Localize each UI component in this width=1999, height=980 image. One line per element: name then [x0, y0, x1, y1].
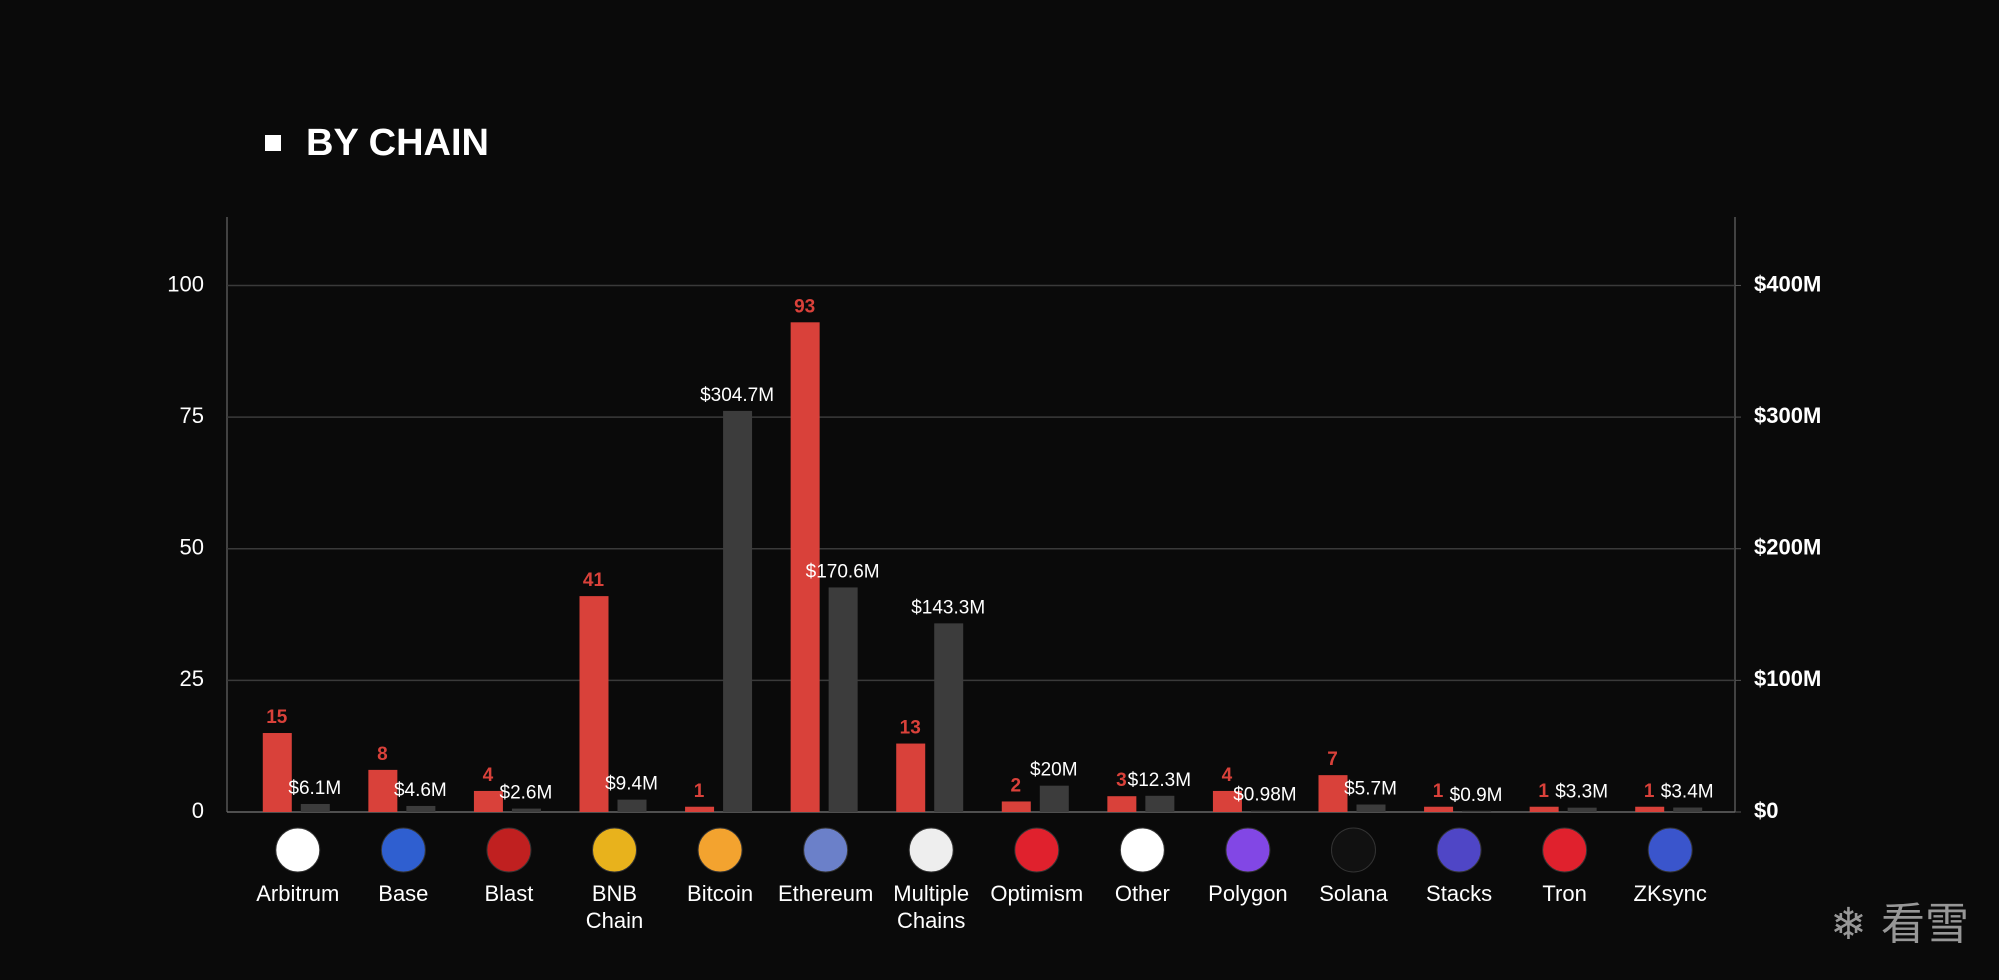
bar — [1039, 785, 1069, 812]
data-label: $20M — [1030, 760, 1078, 781]
bar — [723, 410, 753, 812]
data-label: $0.98M — [1233, 785, 1296, 806]
chain-icon — [1225, 827, 1271, 873]
data-label: 41 — [583, 570, 605, 591]
y-tick-label: 0 — [192, 798, 204, 823]
data-label: 8 — [377, 744, 388, 765]
chain-icon — [1119, 827, 1165, 873]
chain-icon — [1647, 827, 1693, 873]
x-tick-label: Solana — [1319, 881, 1388, 906]
data-label: 93 — [794, 296, 815, 317]
bar — [262, 733, 292, 812]
y2-tick-label: $100M — [1754, 666, 1821, 691]
y2-tick-label: $200M — [1754, 535, 1821, 560]
data-label: 1 — [1433, 781, 1444, 802]
y-tick-label: 50 — [180, 535, 204, 560]
bar — [511, 808, 541, 812]
data-label: 7 — [1327, 749, 1338, 770]
x-tick-label: Ethereum — [777, 881, 874, 906]
data-label: $143.3M — [911, 597, 985, 618]
chart-title: BY CHAIN — [306, 122, 489, 164]
x-tick-label: Blast — [484, 881, 534, 906]
bar — [934, 623, 964, 812]
data-label: $12.3M — [1128, 770, 1191, 791]
data-label: 4 — [1222, 765, 1233, 786]
data-label: 13 — [900, 718, 921, 739]
bar — [473, 790, 503, 812]
bar — [1529, 806, 1559, 812]
data-label: $0.9M — [1450, 785, 1503, 806]
data-label: 2 — [1010, 775, 1021, 796]
chain-icon — [380, 827, 426, 873]
x-tick-label: Base — [378, 881, 429, 906]
chain-icon — [1014, 827, 1060, 873]
x-tick-label: Stacks — [1426, 881, 1493, 906]
data-label: $3.4M — [1661, 782, 1714, 803]
chain-icon — [697, 827, 743, 873]
chain-icon — [486, 827, 532, 873]
bar — [1673, 807, 1703, 812]
data-label: 15 — [266, 707, 288, 728]
x-tick-label: BNB Chain — [585, 881, 644, 933]
data-label: $3.3M — [1555, 782, 1608, 803]
bar — [1635, 806, 1665, 812]
bar — [406, 805, 436, 812]
bar — [790, 322, 820, 812]
data-label: 4 — [483, 765, 494, 786]
watermark: ❄ 看雪 — [1830, 899, 1969, 950]
data-label: 1 — [1644, 781, 1655, 802]
x-tick-label: Other — [1114, 881, 1170, 906]
data-label: $170.6M — [806, 561, 880, 582]
chain-icon — [1436, 827, 1482, 873]
bar — [1356, 804, 1386, 812]
y-tick-label: 25 — [180, 666, 204, 691]
x-tick-label: Tron — [1542, 881, 1587, 906]
chain-icon — [1331, 827, 1376, 873]
bar — [1250, 810, 1280, 812]
bar — [1567, 807, 1597, 812]
bar — [1462, 810, 1492, 812]
data-label: $6.1M — [288, 778, 341, 799]
bar — [368, 769, 398, 812]
x-tick-label: Multiple Chains — [893, 881, 970, 933]
bar — [685, 806, 715, 812]
data-label: $9.4M — [605, 774, 658, 795]
title-marker — [265, 135, 281, 151]
x-tick-label: Polygon — [1208, 881, 1288, 906]
x-tick-label: ZKsync — [1633, 881, 1707, 906]
x-tick-label: Bitcoin — [687, 881, 754, 906]
data-label: $2.6M — [500, 783, 553, 804]
x-tick-label: Optimism — [990, 881, 1084, 906]
bar — [1107, 796, 1137, 812]
chain-icon — [275, 827, 321, 873]
data-label: 1 — [1538, 781, 1549, 802]
bar — [1212, 790, 1242, 812]
bar — [579, 596, 609, 812]
x-tick-label: Arbitrum — [256, 881, 340, 906]
data-label: $5.7M — [1344, 779, 1397, 800]
chain-icon — [908, 827, 954, 873]
data-label: 1 — [694, 781, 705, 802]
bar — [617, 799, 647, 812]
bar — [1145, 795, 1175, 812]
data-label: $4.6M — [394, 780, 447, 801]
chain-icon — [592, 827, 637, 873]
bar — [828, 587, 858, 812]
bar — [1001, 801, 1031, 812]
y2-tick-label: $300M — [1754, 403, 1821, 428]
chain-icon — [1542, 827, 1588, 873]
bar — [1318, 775, 1348, 812]
bar — [896, 743, 926, 812]
data-label: 3 — [1116, 770, 1127, 791]
y2-tick-label: $0 — [1754, 798, 1778, 823]
bar — [300, 803, 330, 812]
y-tick-label: 100 — [167, 271, 204, 296]
y2-tick-label: $400M — [1754, 271, 1821, 296]
bar — [1424, 806, 1454, 812]
y-tick-label: 75 — [180, 403, 204, 428]
data-label: $304.7M — [700, 385, 774, 406]
chain-icon — [803, 827, 849, 873]
